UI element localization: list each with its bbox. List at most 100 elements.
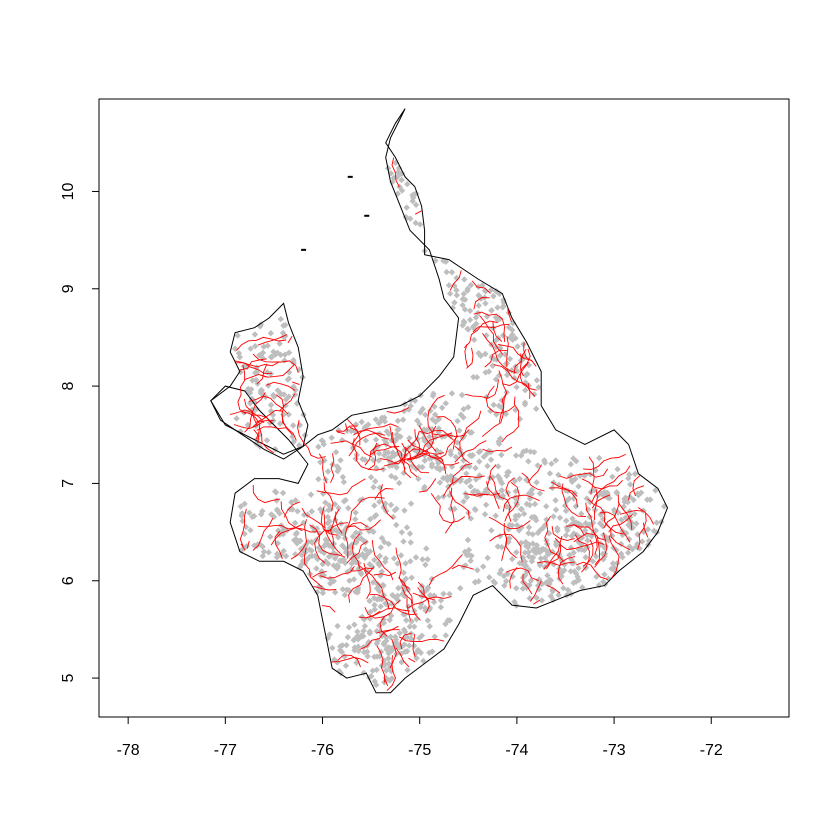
subregion-boundary xyxy=(255,409,284,423)
data-point xyxy=(327,575,334,582)
data-point xyxy=(386,616,393,624)
data-point xyxy=(277,315,285,323)
data-point xyxy=(494,316,502,324)
data-point xyxy=(453,287,460,294)
data-point xyxy=(345,624,353,631)
data-point xyxy=(477,352,484,360)
data-point xyxy=(463,470,470,477)
data-point xyxy=(452,453,460,461)
data-point xyxy=(447,472,455,480)
subregion-boundary xyxy=(344,522,368,559)
data-point xyxy=(345,504,352,512)
subregion-boundary xyxy=(471,280,491,294)
data-point xyxy=(487,456,495,463)
subregion-boundary xyxy=(330,453,335,483)
data-point xyxy=(273,506,281,513)
data-point xyxy=(426,623,433,630)
data-point xyxy=(332,589,339,596)
region-outline-west-lobe xyxy=(210,302,309,455)
data-point xyxy=(388,667,395,675)
data-point xyxy=(613,546,620,554)
subregion-boundary xyxy=(351,533,361,569)
data-point xyxy=(446,590,453,598)
data-point xyxy=(352,509,359,516)
data-point xyxy=(505,538,512,546)
subregion-boundary xyxy=(574,534,590,573)
subregion-boundary xyxy=(594,535,601,566)
data-point xyxy=(463,494,471,501)
subregion-boundary xyxy=(236,336,287,351)
data-point xyxy=(506,355,514,363)
data-point xyxy=(314,588,321,596)
subregion-boundary xyxy=(509,567,518,589)
data-point xyxy=(512,516,519,523)
data-point xyxy=(532,517,540,524)
data-point xyxy=(322,499,329,506)
data-point xyxy=(428,460,436,468)
subregion-boundary xyxy=(398,577,414,605)
data-point xyxy=(533,479,540,486)
data-point xyxy=(373,585,381,592)
data-point xyxy=(309,539,316,546)
data-point xyxy=(301,544,308,552)
data-point xyxy=(494,463,502,470)
data-point xyxy=(460,414,467,421)
data-point xyxy=(625,475,632,482)
data-point xyxy=(406,530,414,537)
data-point xyxy=(496,290,503,298)
data-point xyxy=(307,491,315,498)
data-point xyxy=(473,374,481,381)
subregion-boundary xyxy=(252,420,274,428)
data-point xyxy=(528,486,536,493)
data-point xyxy=(285,349,293,356)
data-point xyxy=(556,514,564,521)
data-point xyxy=(445,282,453,289)
data-point xyxy=(395,425,402,433)
data-point xyxy=(362,437,370,444)
data-point xyxy=(516,415,524,423)
data-point xyxy=(475,578,482,585)
data-point xyxy=(553,542,560,549)
data-point xyxy=(259,507,266,515)
subregion-boundary xyxy=(527,464,542,484)
data-point xyxy=(543,516,550,523)
data-point xyxy=(653,529,661,536)
data-point xyxy=(467,483,474,490)
data-point xyxy=(379,581,387,589)
subregion-boundary xyxy=(522,573,533,595)
data-point xyxy=(257,511,265,518)
data-point xyxy=(498,543,505,551)
data-point xyxy=(404,586,412,593)
data-point xyxy=(482,350,489,358)
subregion-boundary xyxy=(287,336,293,344)
subregion-boundary xyxy=(620,509,644,515)
subregion-boundary xyxy=(233,421,264,430)
data-point xyxy=(626,493,634,501)
data-point xyxy=(376,595,383,603)
subregion-boundary xyxy=(346,540,368,564)
data-point xyxy=(572,503,579,510)
data-point xyxy=(495,438,502,445)
data-point xyxy=(586,498,594,506)
subregion-boundary xyxy=(331,656,369,664)
data-point xyxy=(608,565,615,572)
data-point xyxy=(408,635,415,642)
subregion-boundary xyxy=(320,506,338,536)
data-point xyxy=(394,592,401,600)
data-point xyxy=(394,417,402,425)
data-point xyxy=(661,503,668,510)
data-point xyxy=(392,633,399,641)
subregion-boundary xyxy=(257,523,303,530)
data-point xyxy=(620,503,627,510)
data-point xyxy=(513,383,520,391)
data-point xyxy=(566,551,573,559)
data-point xyxy=(435,494,442,501)
region-outline xyxy=(210,108,669,694)
data-point xyxy=(460,498,467,505)
data-point xyxy=(367,515,374,523)
subregion-boundary xyxy=(337,431,345,435)
data-point xyxy=(600,578,607,586)
data-point xyxy=(489,362,496,369)
data-point xyxy=(474,566,481,574)
data-point xyxy=(361,622,369,630)
